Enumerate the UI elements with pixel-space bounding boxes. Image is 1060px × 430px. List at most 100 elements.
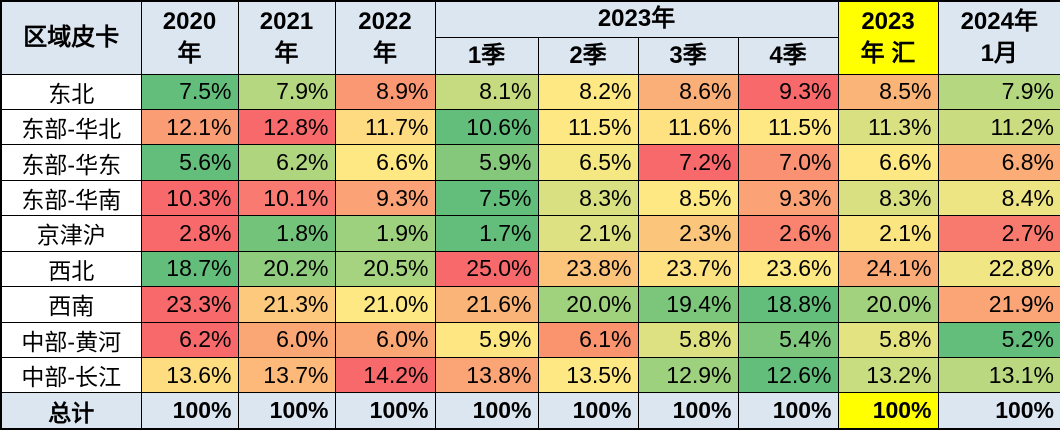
header-row-1: 区域皮卡 2020 年 2021 年 2022 年 2023年 2023 年 汇… [0, 0, 1060, 75]
value-cell: 10.3% [140, 179, 239, 217]
region-row: 中部-黄河 6.2% 6.0% 6.0% 5.9% 6.1% 5.8% 5.4% 5.8% 5.2… [0, 321, 1060, 359]
value-cell: 100% [237, 392, 336, 430]
value-cell: 11.2% [937, 108, 1060, 146]
col-header-2020: 2020 年 [140, 0, 239, 75]
row-label: 中部-长江 [0, 356, 142, 394]
value-cell: 9.3% [334, 179, 436, 217]
value-cell: 6.2% [237, 144, 336, 181]
value-cell: 13.1% [937, 356, 1060, 394]
value-cell: 11.5% [537, 108, 639, 146]
table-header: 区域皮卡 2020 年 2021 年 2022 年 2023年 2023 年 汇… [0, 0, 1060, 75]
value-cell: 6.1% [537, 321, 639, 359]
col-header-2022: 2022 年 [334, 0, 436, 75]
value-cell: 6.5% [537, 144, 639, 181]
value-cell: 13.7% [237, 356, 336, 394]
value-cell: 6.6% [837, 144, 939, 181]
value-cell: 6.6% [334, 144, 436, 181]
value-cell: 8.3% [837, 179, 939, 217]
value-cell: 100% [434, 392, 539, 430]
region-row: 东部-华南 10.3% 10.1% 9.3% 7.5% 8.3% 8.5% 9.3% 8.3% 8… [0, 179, 1060, 217]
value-cell: 100% [140, 392, 239, 430]
value-cell: 13.2% [837, 356, 939, 394]
value-cell: 100% [537, 392, 639, 430]
value-cell: 9.3% [737, 179, 839, 217]
col-header-2024-jan: 2024年 1月 [937, 0, 1060, 75]
value-cell: 8.6% [637, 73, 739, 110]
col-header-2021: 2021 年 [237, 0, 336, 75]
value-cell: 100% [837, 392, 939, 430]
value-cell: 2.7% [937, 215, 1060, 252]
value-cell: 21.0% [334, 286, 436, 323]
total-row: 总计 100% 100% 100% 100% 100% 100% 100% 100% 100% [0, 392, 1060, 430]
value-cell: 5.8% [637, 321, 739, 359]
header-row-2: 1季 2季 3季 4季 [1, 36, 1060, 75]
value-cell: 24.1% [837, 250, 939, 288]
value-cell: 2.3% [637, 215, 739, 252]
value-cell: 100% [737, 392, 839, 430]
value-cell: 8.9% [334, 73, 436, 110]
row-label: 东部-华南 [0, 179, 142, 217]
value-cell: 7.9% [237, 73, 336, 110]
value-cell: 1.8% [237, 215, 336, 252]
value-cell: 13.5% [537, 356, 639, 394]
value-cell: 6.8% [937, 144, 1060, 181]
value-cell: 18.8% [737, 286, 839, 323]
value-cell: 2.6% [737, 215, 839, 252]
value-cell: 8.3% [537, 179, 639, 217]
region-row: 西北 18.7% 20.2% 20.5% 25.0% 23.8% 23.7% 23.6% 24.… [0, 250, 1060, 288]
value-cell: 12.8% [237, 108, 336, 146]
value-cell: 8.4% [937, 179, 1060, 217]
value-cell: 7.0% [737, 144, 839, 181]
row-label: 西南 [0, 286, 142, 323]
value-cell: 2.1% [837, 215, 939, 252]
value-cell: 19.4% [637, 286, 739, 323]
value-cell: 8.1% [434, 73, 539, 110]
value-cell: 25.0% [434, 250, 539, 288]
row-label: 东北 [0, 73, 142, 110]
value-cell: 12.6% [737, 356, 839, 394]
value-cell: 8.5% [637, 179, 739, 217]
value-cell: 11.6% [637, 108, 739, 146]
value-cell: 12.1% [140, 108, 239, 146]
value-cell: 10.6% [434, 108, 539, 146]
value-cell: 21.3% [237, 286, 336, 323]
value-cell: 21.6% [434, 286, 539, 323]
value-cell: 12.9% [637, 356, 739, 394]
col-header-q2: 2季 [537, 36, 639, 75]
value-cell: 5.9% [434, 321, 539, 359]
value-cell: 6.0% [237, 321, 336, 359]
region-row: 西南 23.3% 21.3% 21.0% 21.6% 20.0% 19.4% 18.8% 20.… [0, 286, 1060, 323]
value-cell: 21.9% [937, 286, 1060, 323]
value-cell: 5.8% [837, 321, 939, 359]
value-cell: 8.2% [537, 73, 639, 110]
value-cell: 6.0% [334, 321, 436, 359]
value-cell: 8.5% [837, 73, 939, 110]
region-row: 东北 7.5% 7.9% 8.9% 8.1% 8.2% 8.6% 9.3% 8.5% 7.9% [0, 73, 1060, 110]
value-cell: 5.9% [434, 144, 539, 181]
value-cell: 100% [937, 392, 1060, 430]
value-cell: 5.2% [937, 321, 1060, 359]
value-cell: 9.3% [737, 73, 839, 110]
value-cell: 20.5% [334, 250, 436, 288]
region-row: 京津沪 2.8% 1.8% 1.9% 1.7% 2.1% 2.3% 2.6% 2.1% 2.7% [0, 215, 1060, 252]
value-cell: 23.3% [140, 286, 239, 323]
total-row-label: 总计 [0, 392, 142, 430]
col-group-header-2023: 2023年 [434, 0, 839, 38]
value-cell: 100% [637, 392, 739, 430]
value-cell: 22.8% [937, 250, 1060, 288]
value-cell: 2.1% [537, 215, 639, 252]
value-cell: 20.0% [837, 286, 939, 323]
row-label: 西北 [0, 250, 142, 288]
col-header-q1: 1季 [434, 36, 539, 75]
region-row: 东部-华东 5.6% 6.2% 6.6% 5.9% 6.5% 7.2% 7.0% 6.6% 6.8… [0, 144, 1060, 181]
value-cell: 7.5% [140, 73, 239, 110]
value-cell: 7.9% [937, 73, 1060, 110]
value-cell: 1.7% [434, 215, 539, 252]
value-cell: 100% [334, 392, 436, 430]
value-cell: 7.2% [637, 144, 739, 181]
row-label: 东部-华北 [0, 108, 142, 146]
value-cell: 6.2% [140, 321, 239, 359]
value-cell: 11.5% [737, 108, 839, 146]
